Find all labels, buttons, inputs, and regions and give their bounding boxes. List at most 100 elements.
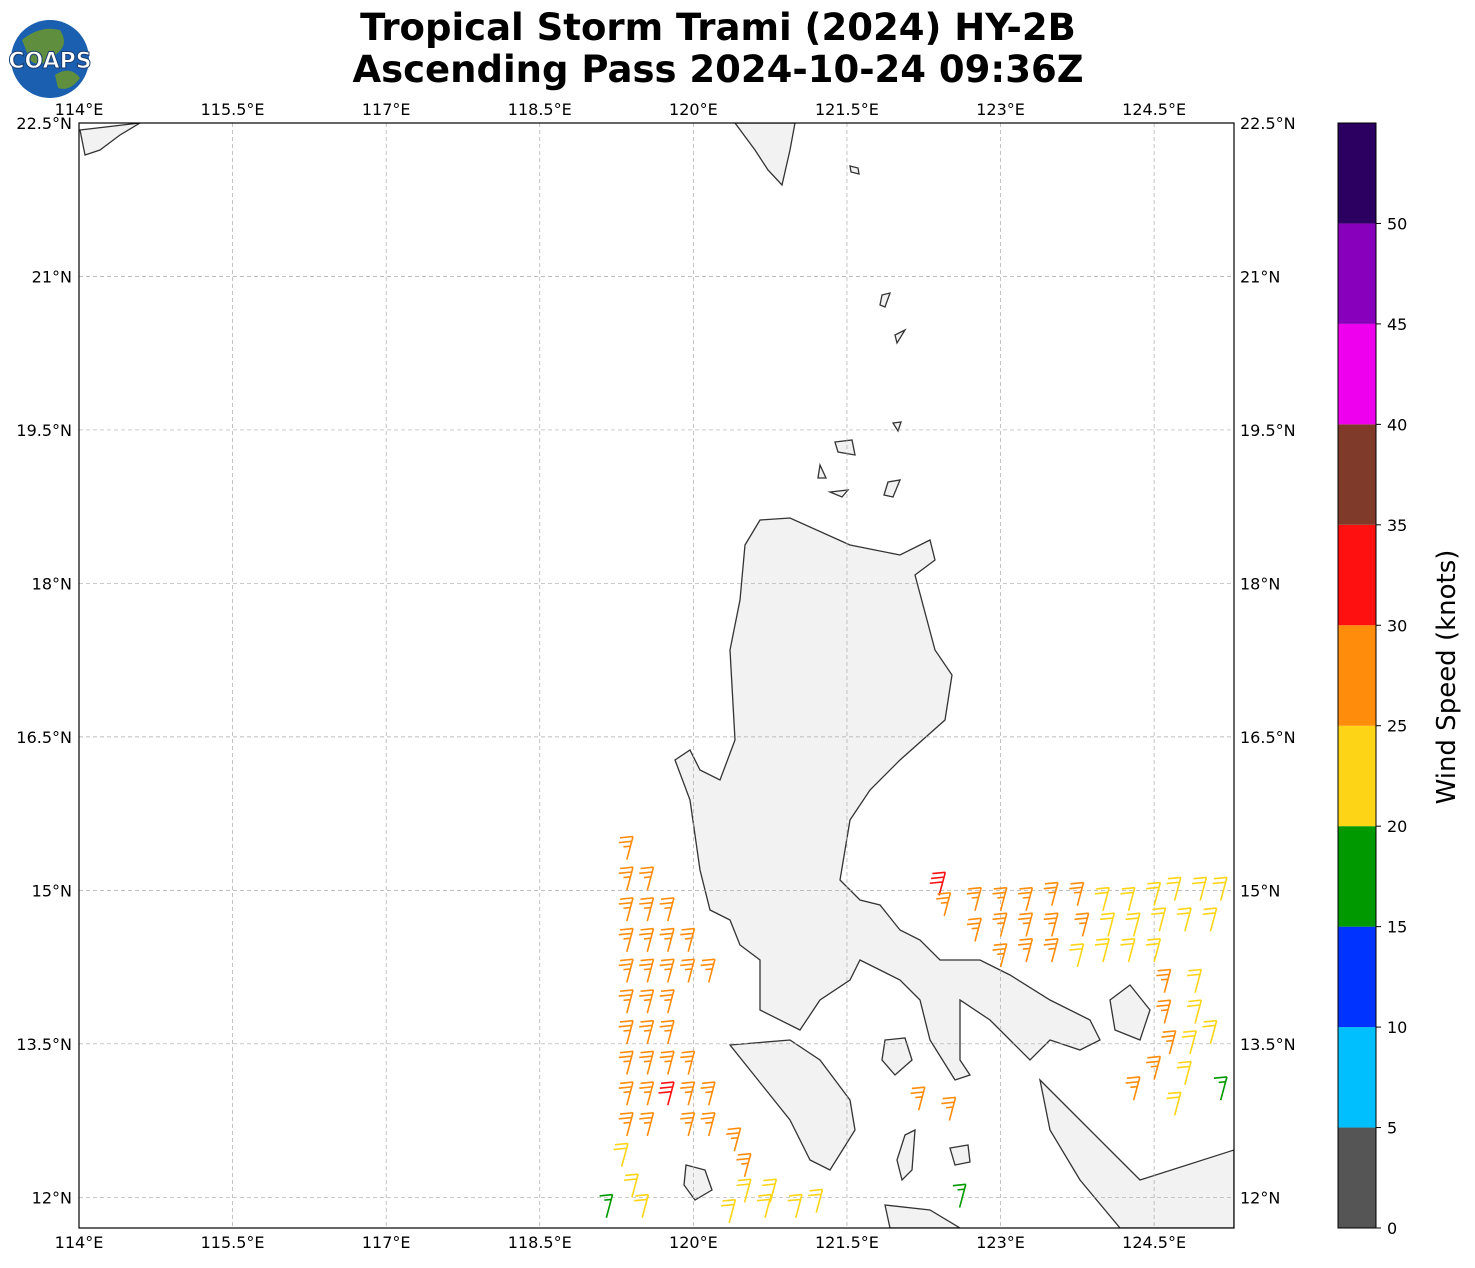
colorbar-segment [1338,424,1376,525]
wind-barb [639,958,655,983]
wind-barb [639,1111,655,1137]
wind-barb [1018,886,1034,912]
y-tick-label: 21°N [32,267,72,286]
x-tick-label: 118.5°E [508,1233,572,1252]
wind-barb [721,1198,737,1224]
colorbar-tick-label: 10 [1387,1018,1407,1037]
wind-barb [618,866,634,891]
wind-barb [680,958,696,983]
colorbar-tick-label: 5 [1387,1119,1397,1138]
wind-barb [1120,886,1136,912]
wind-barb [1212,876,1228,901]
wind-barb [1125,912,1141,937]
y-tick-label: 16.5°N [16,728,72,747]
wind-barb [659,958,675,983]
colorbar-segment [1338,524,1376,626]
y-tick-label: 13.5°N [16,1035,72,1054]
colorbar-label: Wind Speed (knots) [1432,550,1462,805]
wind-barb [1156,999,1172,1024]
wind-barb [659,1050,675,1075]
wind-barb [639,1081,655,1106]
wind-barb [1043,938,1059,963]
x-tick-label: 120°E [669,1233,718,1252]
wind-barb [992,912,1008,937]
wind-barb [1125,1076,1141,1101]
wind-barb [618,1111,634,1137]
colorbar-tick-label: 30 [1387,616,1407,635]
wind-barb [618,927,634,952]
wind-barb [1202,1019,1218,1045]
wind-barb [1094,938,1110,963]
wind-barb [1181,1030,1197,1055]
x-tick-label: 120°E [669,100,718,119]
wind-barb [1166,876,1182,901]
coastline [817,165,907,498]
colorbar-segment [1338,123,1376,224]
wind-barb [639,927,655,952]
wind-barb [1099,912,1116,937]
colorbar-tick-label: 45 [1387,315,1407,334]
colorbar-segment [1338,625,1376,726]
wind-barb [1043,912,1059,937]
wind-barb [659,1019,675,1045]
wind-barb [1156,968,1172,993]
chart-title: Tropical Storm Trami (2024) HY-2B [360,6,1076,49]
colorbar-segment [1338,223,1376,324]
wind-barb [1146,881,1162,906]
wind-barb [756,1193,773,1218]
x-tick-label: 124.5°E [1122,1233,1186,1252]
wind-barb [1166,1091,1182,1116]
colorbar-tick-label: 40 [1387,415,1407,434]
barbs [599,835,1228,1224]
wind-barb [599,1193,614,1218]
y-tick-label: 16.5°N [1240,728,1296,747]
x-tick-label: 117°E [362,100,411,119]
wind-barb [1192,876,1208,901]
wind-barb [1186,999,1203,1024]
colorbar-frame [1337,122,1377,1229]
wind-barb [639,866,655,891]
y-tick-label: 19.5°N [16,421,72,440]
coastline [728,1039,856,1171]
wind-barb [787,1193,803,1218]
wind-barb [726,1127,742,1152]
x-tick-label: 124.5°E [1122,100,1186,119]
colorbar-tick-label: 15 [1387,918,1407,937]
wind-barb [1186,968,1203,993]
wind-barb [639,1050,655,1075]
wind-barb [618,1050,634,1075]
wind-barb [680,1050,696,1075]
wind-barb [1074,912,1090,937]
coastline [884,1204,962,1228]
x-tick-label: 118.5°E [508,100,572,119]
coastline [1038,1078,1234,1228]
coastline [79,123,141,156]
x-tick-label: 121.5°E [815,1233,879,1252]
wind-barb [929,871,947,896]
wind-barb [1043,881,1059,906]
logo-text: COAPS [8,49,91,74]
wind-barb [680,927,696,952]
y-tick-label: 18°N [32,574,72,593]
x-tick-label: 115.5°E [201,1233,265,1252]
colorbar-tick-label: 35 [1387,516,1407,535]
y-tick-label: 13.5°N [1240,1035,1296,1054]
wind-barb [618,1019,634,1045]
wind-barb [762,1178,778,1203]
coastline [683,1128,971,1201]
wind-barb [941,1096,957,1121]
wind-barb [808,1188,824,1213]
wind-barb [1146,938,1162,963]
land [79,123,1234,1228]
wind-barb [736,1178,752,1203]
colorbar-segment [1338,1127,1376,1228]
x-tick-label: 121.5°E [815,100,879,119]
map-frame [78,122,1235,1229]
coastline [1109,984,1151,1041]
wind-barb [1176,1060,1192,1085]
wind-barb [639,989,655,1014]
wind-barb [966,917,982,942]
y-tick-label: 15°N [1240,881,1280,900]
coastline [881,1037,913,1076]
